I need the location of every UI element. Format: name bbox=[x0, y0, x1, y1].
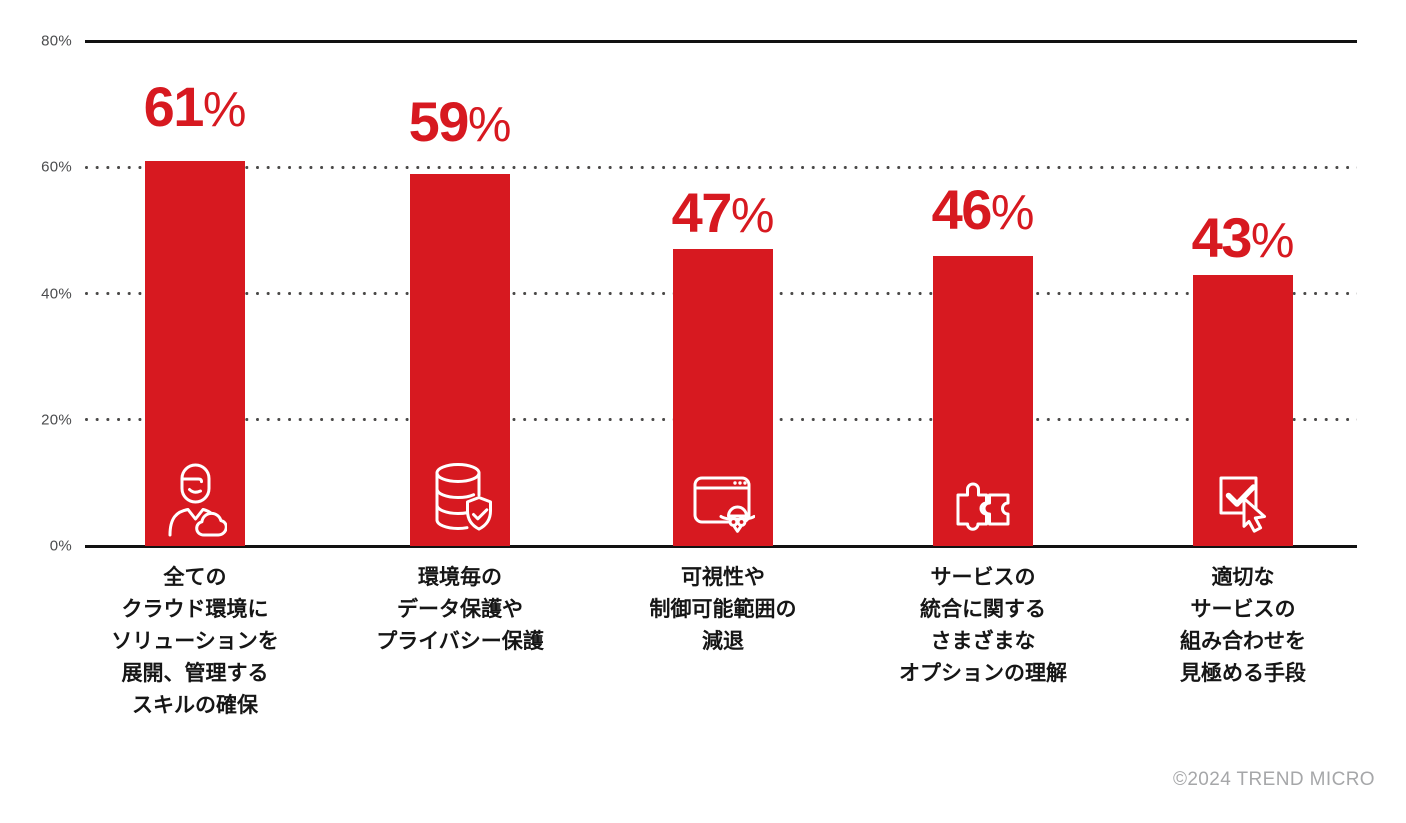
category-label-1: 全ての クラウド環境に ソリューションを 展開、管理する スキルの確保 bbox=[111, 566, 279, 717]
percent-sign: % bbox=[990, 185, 1035, 240]
puzzle-pieces-icon bbox=[951, 462, 1015, 538]
y-axis-tick-label-60: 60% bbox=[41, 158, 72, 176]
percent-sign: % bbox=[1250, 213, 1295, 268]
bar-1 bbox=[145, 160, 245, 546]
value-label-1: 61% bbox=[45, 78, 345, 134]
y-axis-tick-label-20: 20% bbox=[41, 411, 72, 429]
value-label-4: 46% bbox=[833, 181, 1133, 237]
y-axis-tick-label-40: 40% bbox=[41, 285, 72, 302]
value-number: 59 bbox=[408, 89, 470, 153]
category-label-5: 適切な サービスの 組み合わせを 見極める手段 bbox=[1180, 566, 1306, 685]
percent-sign: % bbox=[202, 82, 247, 137]
gridline-60 bbox=[85, 165, 1357, 169]
checkbox-cursor-icon bbox=[1211, 462, 1275, 538]
bar-3 bbox=[673, 249, 773, 546]
value-number: 61 bbox=[143, 74, 205, 138]
value-label-5: 43% bbox=[1093, 209, 1393, 265]
percent-sign: % bbox=[730, 189, 775, 244]
copyright-text: ©2024 TREND MICRO bbox=[1172, 769, 1375, 790]
gridline-80 bbox=[85, 39, 1357, 43]
value-number: 43 bbox=[1191, 205, 1253, 269]
browser-spy-icon bbox=[691, 462, 755, 538]
value-number: 46 bbox=[931, 177, 993, 241]
database-shield-icon bbox=[428, 462, 492, 538]
percent-sign: % bbox=[467, 97, 512, 152]
bar-2 bbox=[410, 173, 510, 546]
category-label-3: 可視性や 制御可能範囲の 減退 bbox=[649, 566, 797, 653]
y-axis-tick-label-0: 0% bbox=[49, 537, 72, 555]
person-cloud-icon bbox=[163, 462, 227, 538]
category-label-2: 環境毎の データ保護や プライバシー保護 bbox=[376, 566, 544, 653]
value-label-2: 59% bbox=[310, 93, 610, 149]
value-label-3: 47% bbox=[573, 185, 873, 241]
gridline-0 bbox=[85, 544, 1357, 548]
value-number: 47 bbox=[671, 181, 733, 245]
category-label-4: サービスの 統合に関する さまざまな オプションの理解 bbox=[899, 566, 1067, 685]
y-axis-tick-label-80: 80% bbox=[41, 32, 72, 50]
bar-4 bbox=[933, 255, 1033, 546]
